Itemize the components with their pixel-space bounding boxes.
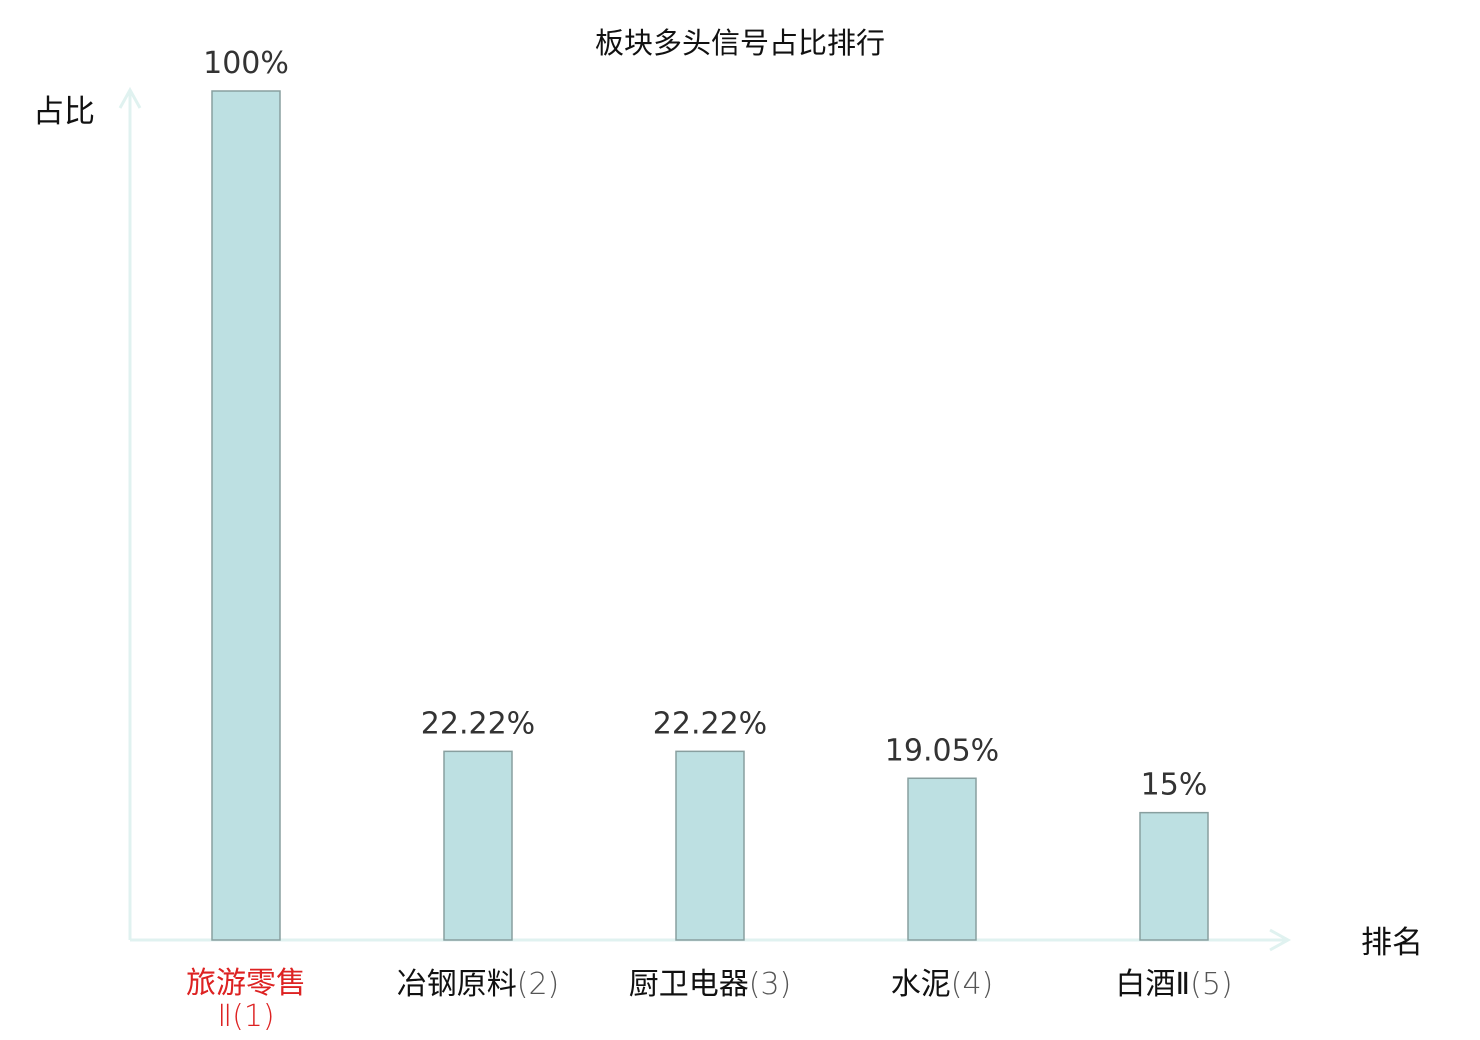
bar-1 <box>211 90 281 941</box>
bar-3 <box>675 750 745 941</box>
chart-title: 板块多头信号占比排行 <box>595 26 885 60</box>
data-label-4: 19.05% <box>885 733 999 768</box>
category-label-4: 水泥(4) <box>891 967 994 1002</box>
data-label-5: 15% <box>1141 768 1208 803</box>
category-label-3: 厨卫电器(3) <box>629 967 792 1002</box>
bar-4 <box>907 777 977 941</box>
value-labels: 100% 22.22% 22.22% 19.05% 15% <box>203 46 1207 803</box>
category-label-5: 白酒Ⅱ(5) <box>1115 967 1232 1002</box>
data-label-2: 22.22% <box>421 706 535 741</box>
data-label-1: 100% <box>203 46 289 81</box>
category-label-1: 旅游零售 <box>186 966 306 1001</box>
category-rank-1: Ⅱ(1) <box>217 999 274 1034</box>
y-axis-label: 占比 <box>33 94 95 130</box>
bars <box>211 90 1209 941</box>
bar-5 <box>1139 811 1209 941</box>
x-axis-label: 排名 <box>1361 925 1423 961</box>
data-label-3: 22.22% <box>653 706 767 741</box>
bar-2 <box>443 750 513 941</box>
y-axis-arrow <box>118 86 142 109</box>
category-label-2: 冶钢原料(2) <box>397 967 560 1002</box>
x-axis-arrow <box>1269 928 1292 952</box>
